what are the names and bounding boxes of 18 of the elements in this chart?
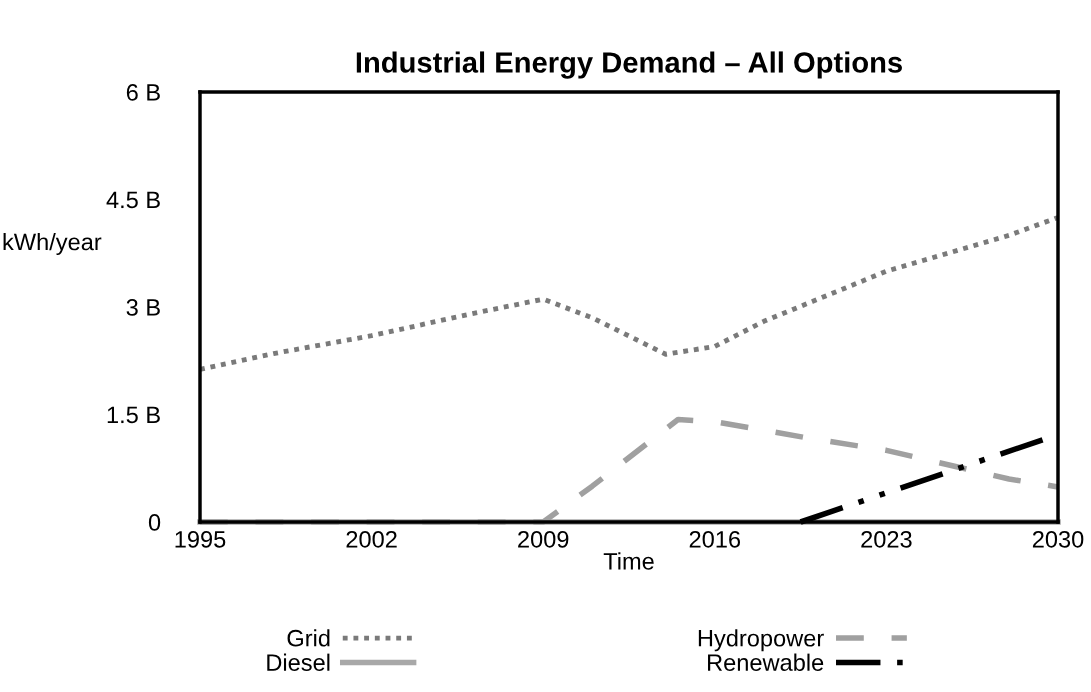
x-tick-label: 2023: [861, 530, 912, 548]
chart-title: Industrial Energy Demand – All Options: [356, 51, 902, 79]
x-tick-label: 2009: [518, 530, 569, 548]
y-tick-label: 4.5 B: [106, 191, 160, 209]
x-tick-label: 2030: [1032, 530, 1084, 548]
legend-label: Grid: [287, 629, 330, 647]
legend-label: Diesel: [267, 653, 330, 671]
x-tick-label: 2002: [346, 530, 397, 548]
y-tick-label: 3 B: [126, 299, 160, 316]
y-tick-label: 0: [148, 514, 161, 531]
y-axis-title: kWh/year: [3, 233, 102, 256]
x-axis-title: Time: [603, 552, 654, 570]
legend-label: Renewable: [708, 653, 824, 671]
legend-label: Hydropower: [698, 629, 824, 652]
x-tick-label: 2016: [689, 530, 741, 548]
y-tick-label: 1.5 B: [107, 406, 160, 424]
y-tick-label: 6 B: [126, 84, 160, 101]
x-tick-label: 1995: [175, 530, 226, 548]
